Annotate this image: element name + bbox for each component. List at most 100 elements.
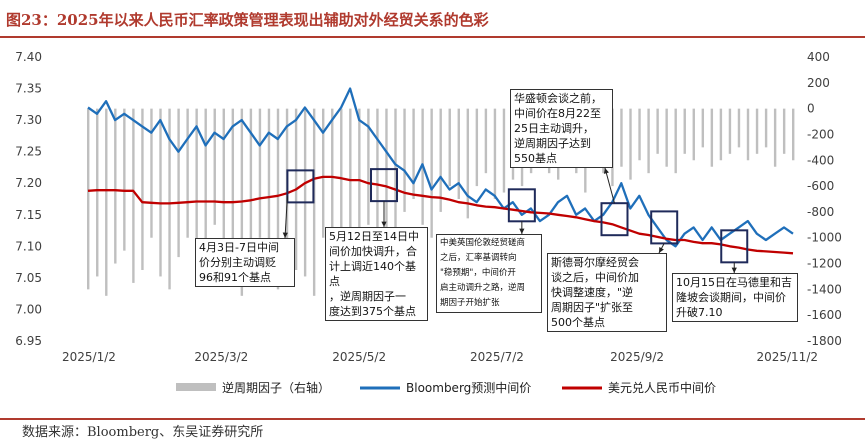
factor-bar (394, 108, 397, 238)
y-left-tick-label: 7.05 (15, 271, 42, 285)
source-note: 数据来源：Bloomberg、东吴证券研究所 (22, 425, 264, 440)
source-divider (0, 418, 865, 420)
y-left-tick-label: 7.30 (15, 113, 42, 127)
factor-bar (150, 108, 153, 238)
factor-bar (105, 108, 108, 296)
x-tick-label: 2025/1/2 (62, 350, 116, 364)
factor-bar (340, 108, 343, 287)
factor-bar (755, 108, 759, 154)
factor-bar (177, 108, 180, 258)
factor-bar (764, 108, 768, 148)
price-lines (87, 87, 794, 255)
factor-bar (638, 108, 641, 161)
factor-bar (782, 108, 786, 154)
factor-bar (656, 108, 659, 154)
connector-arrowhead (519, 228, 525, 234)
factor-bar (728, 108, 732, 154)
y-right-tick-label: -1600 (807, 308, 842, 322)
factor-bar (204, 108, 207, 271)
factor-bar (276, 108, 280, 290)
factor-bar (186, 108, 189, 238)
factor-bar (484, 108, 488, 174)
factor-bar (349, 108, 352, 258)
factor-bar (87, 108, 90, 290)
legend-label-bloomberg: Bloomberg预测中间价 (406, 380, 531, 395)
highlight-box (286, 169, 315, 204)
factor-bar (267, 108, 271, 283)
factor-bar (719, 108, 723, 161)
factor-bar (737, 108, 741, 148)
factor-bar (231, 108, 235, 277)
factor-bar (367, 108, 370, 225)
legend-label-factor: 逆周期因子（右轴） (222, 380, 330, 395)
y-right-tick-label: -200 (807, 127, 834, 141)
legend-label-fixing: 美元兑人民币中间价 (608, 380, 716, 395)
annotation-connector (604, 167, 615, 204)
chart-title: 图23：2025年以来人民币汇率政策管理表现出辅助对外经贸关系的色彩 (6, 11, 489, 29)
factor-bar (358, 108, 361, 238)
y-left-tick-label: 7.25 (15, 145, 42, 159)
factor-bar (403, 108, 406, 212)
annotation-connector (284, 196, 288, 239)
factor-bar (475, 108, 479, 187)
bloomberg-forecast-line (87, 87, 794, 248)
factor-bar (132, 108, 135, 283)
factor-bar (213, 108, 216, 225)
factor-bar (258, 108, 262, 238)
annotation-connectors (282, 167, 737, 273)
highlight-box (507, 188, 536, 223)
usdcny-fixing-line (87, 175, 794, 255)
factor-bar (303, 108, 307, 277)
y-right-tick-label: -400 (807, 153, 834, 167)
annotation-may: 5月12日至14日中 间价加快调升，合 计上调近140个基点 ，逆周期因子一 度… (325, 227, 428, 321)
factor-bar (701, 108, 705, 148)
y-left-tick-label: 7.40 (15, 50, 42, 64)
factor-bar (195, 108, 198, 277)
factor-bar (123, 108, 126, 251)
connector-arrowhead (282, 232, 288, 238)
annotation-oct: 10月15日在马德里和吉 隆坡会谈期间，中间价 升破7.10 (672, 273, 798, 322)
factor-bar (141, 108, 144, 271)
annotation-sep: 斯德哥尔摩经贸会 谈之后，中间价加 快调整速度，"逆 周期因子"扩张至 500个… (547, 253, 667, 332)
title-divider (0, 36, 865, 38)
counter-cyclical-factor-bars (87, 108, 795, 296)
x-tick-label: 2025/5/2 (332, 350, 386, 364)
factor-bar (629, 108, 632, 180)
factor-bar (773, 108, 777, 167)
factor-bar (331, 108, 334, 264)
x-tick-label: 2025/11/2 (756, 350, 818, 364)
highlight-box (720, 229, 749, 264)
factor-bar (647, 108, 650, 174)
connector-arrowhead (603, 168, 609, 174)
factor-bar (412, 108, 415, 199)
y-right-tick-label: -800 (807, 205, 834, 219)
factor-bar (376, 108, 379, 251)
factor-bar (683, 108, 686, 154)
factor-bar (439, 108, 442, 212)
factor-bar (448, 108, 451, 187)
legend-swatch-factor (176, 383, 216, 391)
factor-bar (322, 108, 325, 238)
factor-bar (222, 108, 225, 251)
highlight-boxes (286, 168, 749, 264)
axes: 7.40 7.35 7.30 7.25 7.20 7.15 7.10 7.05 7.00 6.95… (15, 50, 842, 364)
annotation-aug: 华盛顿会谈之前， 中间价在8月22至 25日主动调升， 逆周期因子达到 550基… (510, 89, 613, 168)
connector-arrowhead (659, 247, 664, 253)
factor-bar (620, 108, 623, 167)
x-tick-label: 2025/7/2 (470, 350, 524, 364)
factor-bar (674, 108, 677, 174)
y-left-tick-label: 7.10 (15, 239, 42, 253)
factor-bar (249, 108, 253, 264)
factor-bar (457, 108, 460, 199)
factor-bar (692, 108, 695, 161)
highlight-box (600, 202, 629, 237)
y-right-tick-label: -1000 (807, 231, 842, 245)
annotation-jul: 中美英国伦敦经贸磋商 之后，汇率基调转向 "稳预期"，中间价开 启主动调升之路，… (436, 234, 542, 313)
y-left-tick-label: 6.95 (15, 334, 42, 348)
connector-arrowhead (381, 221, 387, 227)
factor-bar (430, 108, 433, 238)
factor-bar (746, 108, 750, 161)
y-right-tick-label: -1400 (807, 282, 842, 296)
y-right-tick-label: 400 (807, 50, 830, 64)
